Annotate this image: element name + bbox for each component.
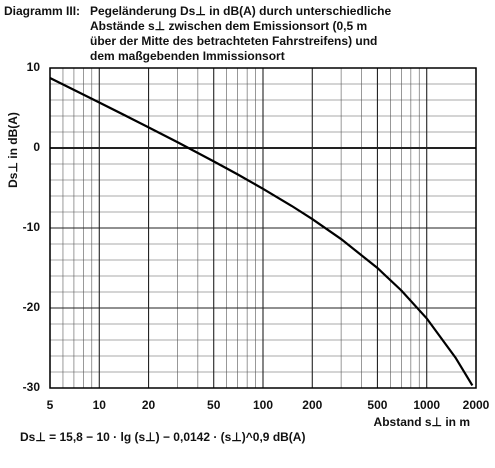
x-tick-label: 5 <box>47 398 54 412</box>
y-tick-label: -10 <box>23 220 41 234</box>
x-axis-label: Abstand s⊥ in m <box>374 415 470 429</box>
x-tick-label: 10 <box>93 398 107 412</box>
title-line: dem maßgebenden Immissionsort <box>90 49 285 63</box>
x-tick-label: 100 <box>253 398 273 412</box>
x-tick-label: 20 <box>142 398 156 412</box>
title-line: über der Mitte des betrachteten Fahrstre… <box>90 34 377 48</box>
y-tick-label: 0 <box>33 140 40 154</box>
y-tick-label: 10 <box>27 60 41 74</box>
title-line: Abstände s⊥ zwischen dem Emissionsort (0… <box>90 19 367 33</box>
title-line: Pegeländerung Ds⊥ in dB(A) durch untersc… <box>90 4 391 18</box>
plot-frame <box>49 67 477 389</box>
x-tick-label: 2000 <box>463 398 490 412</box>
x-tick-label: 200 <box>302 398 322 412</box>
x-tick-label: 500 <box>367 398 387 412</box>
y-axis-label: Ds⊥ in dB(A) <box>6 112 20 188</box>
formula: Ds⊥ = 15,8 − 10 · lg (s⊥) − 0,0142 · (s⊥… <box>20 430 305 444</box>
y-tick-label: -30 <box>23 380 41 394</box>
chart-label: Diagramm III: <box>4 4 80 18</box>
x-tick-label: 50 <box>207 398 221 412</box>
y-tick-label: -20 <box>23 300 41 314</box>
x-tick-label: 1000 <box>413 398 440 412</box>
curve <box>49 77 474 387</box>
